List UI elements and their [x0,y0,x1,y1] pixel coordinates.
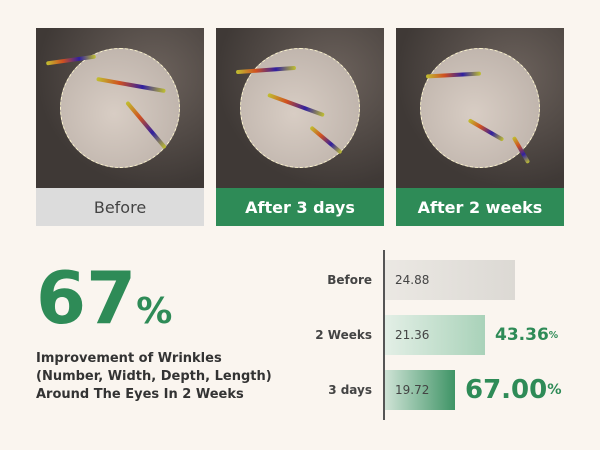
comparison-panel: After 2 weeks [396,28,564,226]
headline-value: 67 [36,256,137,340]
headline-percent: 67% [36,258,172,352]
category-label: 3 days [328,383,372,397]
headline-description: Improvement of Wrinkles (Number, Width, … [36,351,272,402]
panel-label: Before [36,188,204,226]
improvement-value: 43.36 [495,325,549,345]
panel-label: After 3 days [216,188,384,226]
comparison-panel: Before [36,28,204,226]
skin-photo [216,28,384,188]
bar: 24.88 [385,260,515,300]
skin-photo [36,28,204,188]
headline-unit: % [136,291,173,332]
improvement-value: 67.00 [465,375,548,405]
bar-value-label: 19.72 [395,383,430,397]
category-label: Before [327,273,372,287]
improvement-unit: % [548,329,559,341]
improvement-unit: % [547,382,562,398]
chart-axis [383,250,385,420]
improvement-label: 67.00% [465,370,562,410]
category-label: 2 Weeks [315,328,372,342]
skin-photo [396,28,564,188]
improvement-label: 43.36% [495,315,558,355]
comparison-panel: After 3 days [216,28,384,226]
bar-value-label: 21.36 [395,328,430,342]
bar: 19.72 [385,370,455,410]
panel-label: After 2 weeks [396,188,564,226]
bar-value-label: 24.88 [395,273,430,287]
bar: 21.36 [385,315,485,355]
zoom-circle [60,48,180,168]
